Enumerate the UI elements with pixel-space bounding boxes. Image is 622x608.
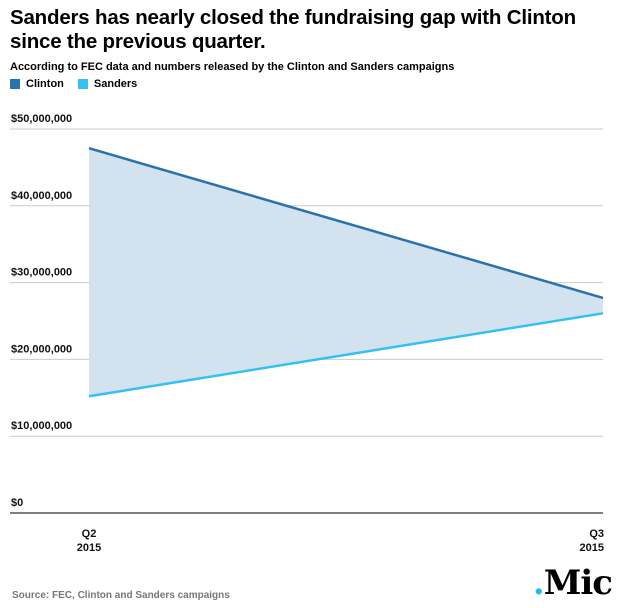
series-line-clinton: [88, 146, 604, 300]
mic-logo: .Mic: [532, 563, 613, 603]
y-tick-label: $50,000,000: [11, 113, 72, 125]
logo-text: Mic: [543, 563, 613, 603]
y-tick-label: $20,000,000: [11, 343, 72, 355]
y-tick-label: $30,000,000: [11, 267, 72, 279]
y-tick-label: $40,000,000: [11, 190, 72, 202]
source-note: Source: FEC, Clinton and Sanders campaig…: [12, 590, 230, 601]
legend-label-clinton: Clinton: [26, 78, 64, 90]
legend-label-sanders: Sanders: [93, 78, 138, 90]
x-tick-label: Q3: [589, 528, 604, 540]
legend-item-sanders: Sanders: [77, 78, 138, 90]
series-line-sanders: [88, 312, 604, 398]
legend-swatch-sanders: [77, 79, 88, 89]
x-tick-label-year: 2015: [77, 542, 101, 554]
chart-subtitle: According to FEC data and numbers releas…: [10, 61, 455, 73]
x-tick-label-year: 2015: [580, 542, 604, 554]
logo-dot: .: [532, 563, 545, 603]
legend-item-clinton: Clinton: [10, 78, 64, 90]
y-tick-label: $10,000,000: [11, 420, 72, 432]
x-tick-label: Q2: [82, 528, 97, 540]
chart-title: Sanders has nearly closed the fundraisin…: [10, 6, 576, 53]
legend: Clinton Sanders: [10, 78, 151, 90]
y-tick-label: $0: [11, 497, 23, 509]
legend-swatch-clinton: [10, 79, 20, 89]
gap-area: [89, 148, 603, 397]
